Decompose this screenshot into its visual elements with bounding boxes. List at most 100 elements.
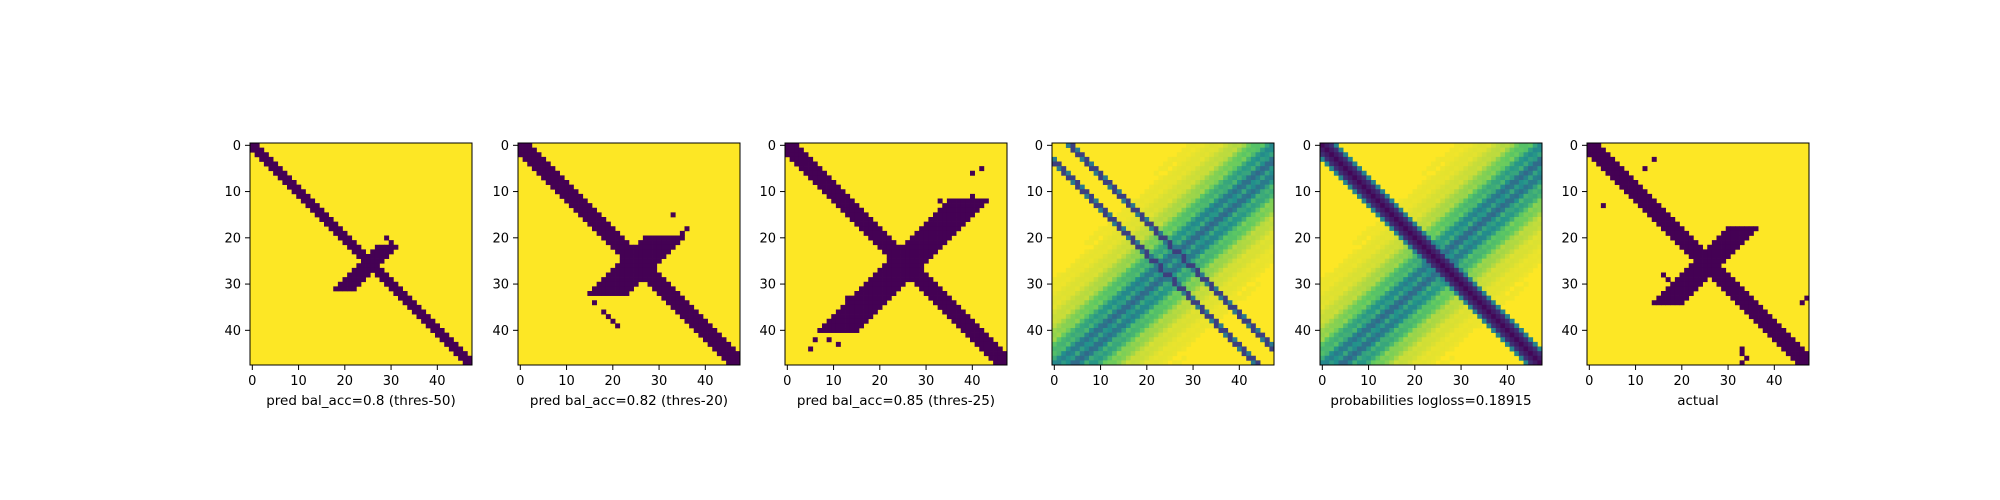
heatmap-cell (1454, 309, 1460, 315)
heatmap-cell (1481, 175, 1487, 181)
heatmap-cell (1121, 258, 1127, 264)
heatmap-cell (1324, 152, 1330, 158)
heatmap-cell (1421, 351, 1427, 357)
heatmap-cell (1486, 189, 1492, 195)
heatmap-cell (1107, 272, 1113, 278)
heatmap-cell (1218, 180, 1224, 185)
heatmap-cell (974, 332, 980, 338)
heatmap-cell (1213, 281, 1219, 287)
heatmap-cell (1477, 161, 1483, 167)
heatmap-cell (1384, 212, 1390, 218)
heatmap-cell (259, 156, 265, 162)
heatmap-cell (1417, 341, 1423, 347)
heatmap-cell (1707, 258, 1713, 264)
heatmap-cell (1435, 217, 1441, 222)
heatmap-cell (845, 318, 851, 324)
heatmap-cell (1491, 170, 1497, 176)
heatmap-cell (1065, 337, 1071, 343)
heatmap-cell (919, 258, 925, 264)
heatmap-cell (1079, 346, 1085, 352)
heatmap-cell (1329, 346, 1335, 352)
heatmap-cell (1656, 212, 1662, 218)
heatmap-cell (1352, 166, 1358, 172)
heatmap-cell (1440, 263, 1446, 269)
heatmap-cell (974, 341, 980, 347)
heatmap-cell (1107, 309, 1113, 315)
heatmap-cell (1463, 184, 1469, 190)
heatmap-cell (1052, 328, 1057, 333)
heatmap-cell (1426, 184, 1432, 190)
heatmap-cell (652, 286, 658, 292)
heatmap-cell (1528, 341, 1534, 347)
heatmap-cell (1338, 281, 1344, 287)
heatmap-cell (1357, 346, 1362, 352)
heatmap-cell (854, 304, 860, 310)
heatmap-cell (1688, 235, 1694, 241)
heatmap-cell (1084, 263, 1090, 269)
heatmap-cell (374, 258, 380, 264)
heatmap-cell (1518, 156, 1524, 162)
heatmap-cell (1468, 295, 1473, 301)
heatmap-cell (1186, 332, 1192, 338)
heatmap-cell (721, 346, 727, 352)
heatmap-cell (435, 332, 440, 338)
y-tick-label: 30 (759, 278, 776, 293)
heatmap-cell (835, 198, 841, 204)
heatmap-cell (1112, 304, 1118, 310)
heatmap-cell (1246, 244, 1252, 250)
heatmap-cell (1514, 235, 1520, 241)
heatmap-cell (629, 272, 634, 278)
heatmap-cell (1190, 152, 1196, 158)
heatmap-cell (1472, 207, 1478, 213)
heatmap-cell (933, 226, 938, 232)
heatmap-cell (1435, 286, 1441, 292)
heatmap-cell (1107, 300, 1113, 306)
heatmap-cell (647, 244, 653, 250)
heatmap-cell (1204, 203, 1210, 209)
heatmap-cell (1070, 143, 1076, 148)
heatmap-cell (1417, 295, 1423, 301)
heatmap-cell (1144, 277, 1150, 283)
heatmap-cell (374, 267, 380, 273)
heatmap-cell (1158, 332, 1164, 338)
heatmap-cell (1333, 318, 1339, 324)
heatmap-cell (1417, 346, 1423, 352)
heatmap-cell (1523, 263, 1529, 269)
heatmap-cell (1200, 147, 1205, 153)
heatmap-cell (1477, 156, 1483, 162)
heatmap-cell (868, 309, 874, 315)
heatmap-cell (1093, 328, 1099, 333)
heatmap-cell (582, 198, 588, 204)
heatmap-cell (1204, 147, 1210, 153)
heatmap-cell (1163, 346, 1168, 352)
heatmap-cell (1532, 203, 1538, 209)
heatmap-cell (1084, 281, 1090, 287)
heatmap-cell (1075, 180, 1081, 185)
heatmap-cell (1186, 235, 1192, 241)
heatmap-cell (1431, 254, 1436, 259)
heatmap-cell (652, 272, 658, 278)
heatmap-cell (1144, 314, 1150, 320)
heatmap-cell (601, 230, 607, 236)
heatmap-cell (1444, 337, 1450, 343)
heatmap-cell (1135, 258, 1141, 264)
heatmap-cell (1417, 323, 1423, 329)
heatmap-cell (1084, 304, 1090, 310)
heatmap-cell (1112, 240, 1118, 246)
heatmap-cell (965, 198, 971, 204)
heatmap-cell (1721, 240, 1727, 246)
heatmap-cell (891, 277, 897, 283)
heatmap-cell (1176, 346, 1182, 352)
heatmap-cell (1523, 143, 1529, 148)
heatmap-cell (1052, 337, 1057, 343)
y-tick-label: 40 (759, 324, 776, 339)
heatmap-cell (703, 323, 708, 329)
heatmap-cell (1375, 184, 1381, 190)
heatmap-cell (1426, 240, 1432, 246)
heatmap-cell (1343, 152, 1349, 158)
x-tick-label: 30 (383, 374, 400, 389)
heatmap-cell (1246, 230, 1252, 236)
heatmap-cell (1163, 217, 1168, 222)
heatmap-cell (1343, 346, 1349, 352)
